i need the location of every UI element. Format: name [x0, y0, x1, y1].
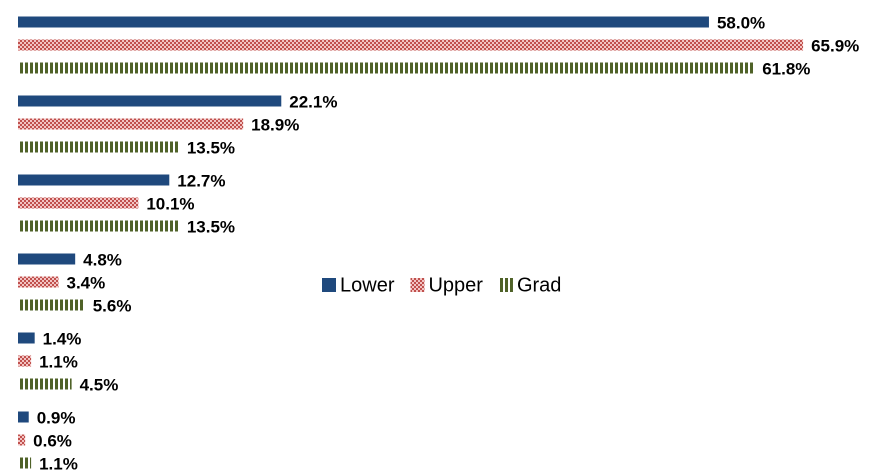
legend-swatch [410, 278, 425, 292]
value-label: 22.1% [289, 92, 337, 111]
value-label: 4.8% [83, 250, 122, 269]
bar [18, 457, 32, 469]
value-label: 1.1% [39, 352, 78, 371]
bar [18, 16, 709, 28]
value-label: 10.1% [146, 194, 194, 213]
value-label: 0.9% [37, 408, 76, 427]
bar [18, 174, 170, 186]
bar [18, 39, 804, 51]
value-label: 65.9% [811, 36, 859, 55]
value-label: 13.5% [187, 217, 235, 236]
bar [18, 197, 139, 209]
bar [18, 332, 35, 344]
legend-label: Grad [517, 274, 561, 296]
value-label: 61.8% [762, 59, 810, 78]
bar [18, 378, 72, 390]
value-label: 1.1% [39, 454, 78, 473]
value-label: 13.5% [187, 138, 235, 157]
value-label: 58.0% [717, 13, 765, 32]
bar [18, 118, 244, 130]
bar [18, 220, 179, 232]
legend-swatch [322, 278, 336, 292]
bar [18, 299, 85, 311]
value-label: 5.6% [93, 296, 132, 315]
legend-label: Upper [428, 274, 483, 296]
value-label: 12.7% [177, 171, 225, 190]
bar [18, 95, 282, 107]
bar [18, 355, 32, 367]
bar [18, 276, 59, 288]
value-label: 0.6% [33, 431, 72, 450]
value-label: 18.9% [251, 115, 299, 134]
value-label: 4.5% [80, 375, 119, 394]
bar [18, 253, 76, 265]
legend-swatch [498, 278, 513, 292]
bar [18, 141, 179, 153]
value-label: 3.4% [67, 273, 106, 292]
bar [18, 411, 29, 423]
bar [18, 434, 26, 446]
value-label: 1.4% [43, 329, 82, 348]
legend-label: Lower [340, 274, 395, 296]
bar [18, 62, 755, 74]
